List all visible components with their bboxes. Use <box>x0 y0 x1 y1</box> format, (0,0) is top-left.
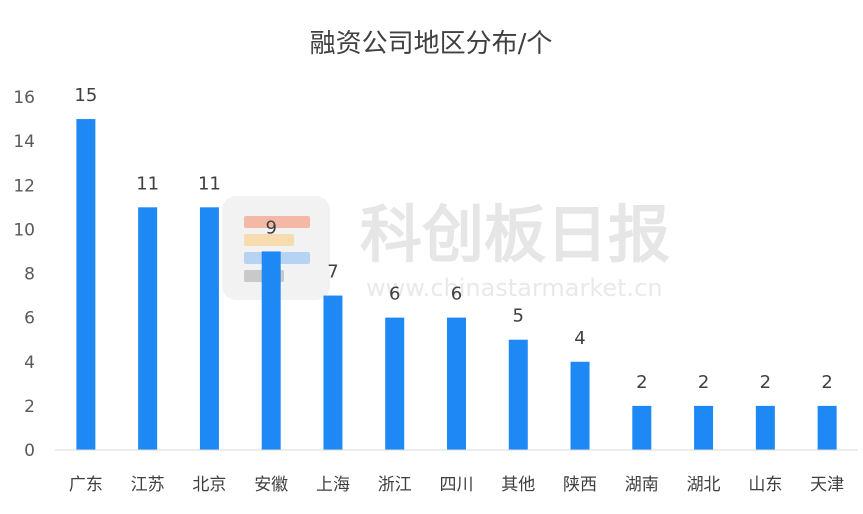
data-label: 4 <box>574 328 585 349</box>
y-axis: 0 2 4 6 8 10 12 14 16 <box>13 88 35 461</box>
bar <box>508 339 528 450</box>
data-label: 2 <box>636 372 647 393</box>
watermark-url: www.chinastarmarket.cn <box>366 274 663 302</box>
x-tick-label: 天津 <box>810 475 844 495</box>
y-tick-label: 12 <box>13 176 35 196</box>
x-tick-label: 其他 <box>501 475 535 495</box>
x-tick-label: 浙江 <box>378 475 412 495</box>
data-label: 15 <box>74 85 97 106</box>
bar <box>261 251 281 450</box>
bar <box>817 405 837 450</box>
data-label: 6 <box>389 284 400 305</box>
data-label: 6 <box>451 284 462 305</box>
x-tick-label: 北京 <box>192 475 226 495</box>
data-labels: 15 11 11 9 7 6 6 5 4 2 2 2 2 <box>74 85 832 393</box>
x-tick-label: 山东 <box>748 475 782 495</box>
bar <box>199 207 219 450</box>
data-label: 7 <box>327 262 338 283</box>
watermark: 科创板日报 www.chinastarmarket.cn <box>222 196 670 302</box>
x-tick-label: 安徽 <box>254 475 288 495</box>
data-label: 9 <box>265 217 276 238</box>
data-label: 11 <box>136 173 159 194</box>
y-tick-label: 10 <box>13 220 35 240</box>
bar <box>447 317 466 450</box>
y-tick-label: 16 <box>13 88 35 108</box>
x-tick-label: 广东 <box>69 475 103 495</box>
bar <box>570 361 590 450</box>
data-label: 5 <box>513 306 524 327</box>
x-tick-label: 湖南 <box>625 475 659 495</box>
bar <box>632 405 652 450</box>
watermark-text: 科创板日报 <box>360 198 670 271</box>
chart-title: 融资公司地区分布/个 <box>310 29 553 59</box>
bar <box>385 317 405 450</box>
x-tick-label: 陕西 <box>563 475 597 495</box>
x-tick-label: 四川 <box>440 475 474 495</box>
bar-series <box>76 119 837 450</box>
data-label: 11 <box>198 173 221 194</box>
data-label: 2 <box>698 372 709 393</box>
bar <box>694 405 714 450</box>
x-tick-label: 湖北 <box>687 475 721 495</box>
data-label: 2 <box>821 372 832 393</box>
x-tick-label: 上海 <box>316 475 350 495</box>
data-label: 2 <box>760 372 771 393</box>
y-tick-label: 6 <box>24 309 35 329</box>
y-tick-label: 14 <box>13 132 35 152</box>
bar <box>76 119 96 450</box>
y-tick-label: 8 <box>24 265 35 285</box>
bar <box>323 295 343 450</box>
y-tick-label: 2 <box>24 397 35 417</box>
bar <box>138 207 158 450</box>
x-axis: 广东 江苏 北京 安徽 上海 浙江 四川 其他 陕西 湖南 湖北 山东 天津 <box>69 475 844 495</box>
x-tick-label: 江苏 <box>131 475 165 495</box>
bar <box>755 405 775 450</box>
y-tick-label: 0 <box>24 441 35 461</box>
y-tick-label: 4 <box>24 353 35 373</box>
